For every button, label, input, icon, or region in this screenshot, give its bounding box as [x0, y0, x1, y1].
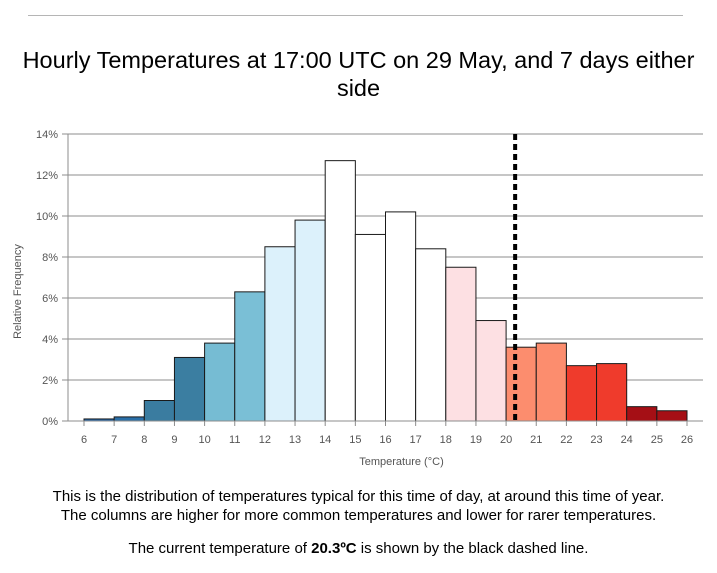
x-axis-title: Temperature (°C) [359, 456, 443, 468]
chart-title: Hourly Temperatures at 17:00 UTC on 29 M… [22, 47, 695, 101]
x-tick-label: 13 [289, 434, 301, 446]
x-tick-label: 10 [198, 434, 210, 446]
y-tick-label: 8% [42, 252, 58, 264]
x-tick-label: 18 [440, 434, 452, 446]
histogram-bar [596, 363, 628, 422]
histogram-bar [385, 211, 417, 422]
x-tick-label: 11 [229, 434, 240, 446]
x-tick-label: 7 [111, 434, 117, 446]
histogram-bar [354, 233, 387, 422]
y-tick-label: 14% [36, 129, 58, 141]
y-tick-label: 4% [42, 334, 58, 346]
caption-line-2: The columns are higher for more common t… [60, 507, 657, 524]
histogram-bar [234, 291, 266, 422]
histogram-bars [83, 160, 688, 422]
x-tick-label: 14 [319, 434, 331, 446]
histogram-bar [535, 342, 567, 422]
caption-line-3: The current temperature of 20.3ºC is sho… [0, 540, 717, 558]
histogram-bar [475, 320, 507, 422]
histogram-bar [656, 410, 688, 422]
temperature-histogram: 0% 2% 4% 6% 8% 10% 12% 14% 6 7 8 9 10 11 12 13 14 15 16 17 1… [12, 129, 703, 468]
x-tick-label: 9 [171, 434, 177, 446]
x-tick-label: 20 [500, 434, 512, 446]
histogram-bar [626, 406, 658, 422]
y-axis-title: Relative Frequency [12, 244, 24, 339]
axes: 0% 2% 4% 6% 8% 10% 12% 14% 6 7 8 9 10 11 12 13 14 15 16 17 1… [12, 129, 703, 468]
y-tick-label: 6% [42, 293, 58, 305]
x-tick-label: 8 [141, 434, 147, 446]
x-tick-label: 17 [410, 434, 422, 446]
caption-prefix: The current temperature of [128, 540, 312, 557]
caption-line-1: This is the distribution of temperatures… [52, 488, 665, 505]
histogram-bar [204, 342, 236, 422]
histogram-bar [264, 246, 296, 422]
histogram-bar [173, 356, 206, 422]
x-tick-label: 24 [621, 434, 633, 446]
histogram-bar [143, 400, 175, 422]
x-tick-label: 21 [530, 434, 542, 446]
y-tick-label: 2% [42, 375, 58, 387]
histogram-bar [505, 346, 537, 422]
histogram-bar [445, 266, 477, 422]
top-divider [28, 15, 683, 16]
histogram-bar [565, 365, 598, 422]
current-temperature-value: 20.3ºC [311, 540, 357, 557]
x-tick-label: 22 [560, 434, 572, 446]
y-tick-label: 0% [42, 416, 58, 428]
x-tick-label: 16 [379, 434, 391, 446]
x-tick-label: 19 [470, 434, 482, 446]
x-tick-label: 26 [681, 434, 693, 446]
y-tick-label: 12% [36, 170, 58, 182]
x-tick-label: 6 [81, 434, 87, 446]
histogram-bar [294, 219, 326, 422]
histogram-bar [113, 416, 145, 422]
x-tick-label: 12 [259, 434, 271, 446]
histogram-bar [415, 248, 447, 422]
histogram-bar [324, 160, 356, 422]
y-tick-label: 10% [36, 211, 58, 223]
caption-suffix: is shown by the black dashed line. [356, 540, 589, 557]
x-tick-label: 15 [349, 434, 361, 446]
x-tick-label: 23 [590, 434, 602, 446]
x-tick-label: 25 [651, 434, 663, 446]
